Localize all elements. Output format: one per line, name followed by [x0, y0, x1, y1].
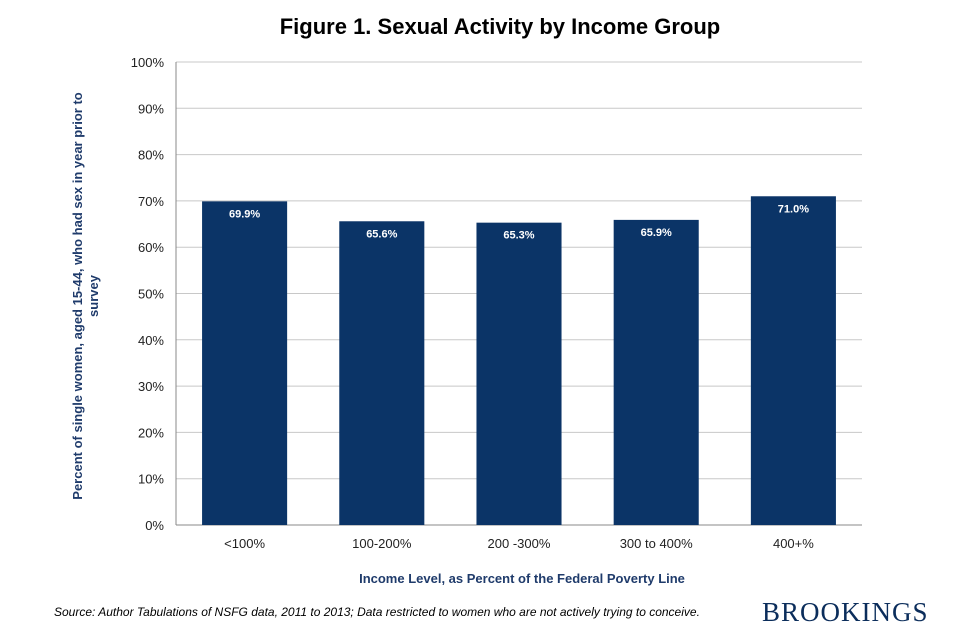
y-tick-label: 70% — [138, 194, 164, 209]
y-tick-label: 100% — [131, 55, 165, 70]
bar — [476, 222, 562, 525]
bar — [339, 221, 425, 525]
x-tick-label: 300 to 400% — [620, 536, 693, 551]
bar — [613, 219, 699, 525]
y-tick-label: 60% — [138, 240, 164, 255]
y-axis-label-line-2: survey — [86, 274, 101, 317]
bar-value-label: 65.9% — [641, 227, 672, 239]
x-tick-labels: <100% 100-200% 200 -300% 300 to 400% 400+% — [224, 536, 814, 551]
x-tick-label: 100-200% — [352, 536, 412, 551]
x-tick-label: <100% — [224, 536, 265, 551]
bar — [202, 201, 288, 525]
y-tick-label: 30% — [138, 379, 164, 394]
y-tick-label: 10% — [138, 472, 164, 487]
bar-value-label: 65.3% — [503, 230, 534, 242]
y-tick-labels: 0% 10% 20% 30% 40% 50% 60% 70% 80% 90% 100% — [131, 55, 165, 533]
y-tick-label: 50% — [138, 287, 164, 302]
source-note: Source: Author Tabulations of NSFG data,… — [54, 605, 700, 619]
y-tick-label: 80% — [138, 148, 164, 163]
x-tick-label: 400+% — [773, 536, 814, 551]
bar-value-label: 71.0% — [778, 203, 809, 215]
y-tick-label: 40% — [138, 333, 164, 348]
chart-title: Figure 1. Sexual Activity by Income Grou… — [279, 14, 721, 39]
y-tick-label: 20% — [138, 425, 164, 440]
brookings-logo: BROOKINGS — [762, 597, 929, 627]
x-axis-label: Income Level, as Percent of the Federal … — [359, 571, 685, 586]
y-axis-label-line-1: Percent of single women, aged 15-44, who… — [70, 92, 85, 500]
y-tick-label: 90% — [138, 101, 164, 116]
bars: 69.9% 65.6% 65.3% 65.9% 71.0% — [202, 196, 836, 525]
bar-value-label: 69.9% — [229, 208, 260, 220]
bar-value-label: 65.6% — [366, 228, 397, 240]
bar — [750, 196, 836, 525]
y-tick-label: 0% — [145, 518, 164, 533]
x-tick-label: 200 -300% — [488, 536, 551, 551]
